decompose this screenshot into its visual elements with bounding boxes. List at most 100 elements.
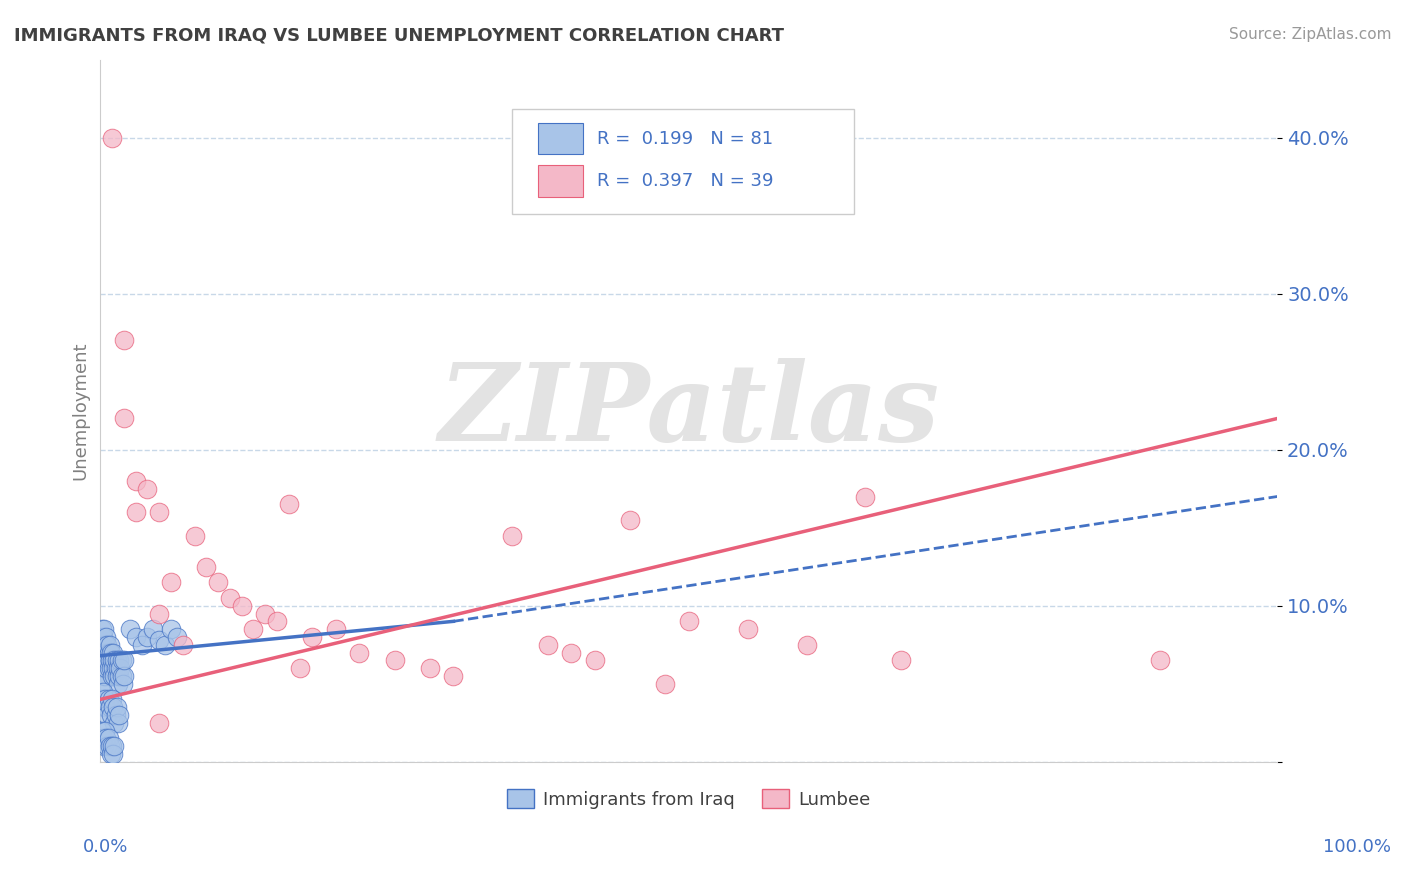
Point	[103, 700, 125, 714]
Point	[501, 528, 523, 542]
Point	[90, 646, 112, 660]
Point	[112, 334, 135, 348]
Text: R =  0.199   N = 81: R = 0.199 N = 81	[598, 130, 773, 148]
Text: R =  0.397   N = 39: R = 0.397 N = 39	[598, 172, 773, 190]
Point	[153, 638, 176, 652]
Point	[111, 677, 134, 691]
Point	[90, 677, 112, 691]
Point	[301, 630, 323, 644]
Point	[96, 661, 118, 675]
Text: IMMIGRANTS FROM IRAQ VS LUMBEE UNEMPLOYMENT CORRELATION CHART: IMMIGRANTS FROM IRAQ VS LUMBEE UNEMPLOYM…	[14, 27, 785, 45]
Point	[855, 490, 877, 504]
Point	[90, 638, 112, 652]
Point	[277, 497, 299, 511]
Point	[103, 715, 125, 730]
Point	[100, 747, 122, 761]
FancyBboxPatch shape	[512, 109, 853, 214]
Point	[101, 739, 124, 754]
Point	[218, 591, 240, 605]
Point	[101, 130, 124, 145]
Text: 0.0%: 0.0%	[83, 838, 128, 855]
Point	[96, 731, 118, 746]
Point	[107, 661, 129, 675]
Point	[97, 646, 120, 660]
Point	[148, 607, 170, 621]
Point	[96, 646, 118, 660]
Point	[242, 622, 264, 636]
Point	[443, 669, 465, 683]
Point	[94, 638, 117, 652]
Point	[94, 723, 117, 738]
Point	[100, 708, 122, 723]
Point	[91, 653, 114, 667]
Point	[101, 653, 124, 667]
Point	[136, 482, 159, 496]
Point	[131, 638, 153, 652]
Point	[103, 747, 125, 761]
Point	[349, 646, 371, 660]
Point	[90, 622, 112, 636]
Point	[93, 661, 115, 675]
Point	[93, 622, 115, 636]
Point	[100, 661, 122, 675]
Point	[108, 653, 131, 667]
Point	[108, 669, 131, 683]
Point	[325, 622, 347, 636]
Point	[103, 653, 125, 667]
Point	[105, 669, 128, 683]
Point	[91, 684, 114, 698]
Point	[90, 692, 112, 706]
Point	[172, 638, 194, 652]
Point	[737, 622, 759, 636]
Point	[103, 669, 125, 683]
Point	[104, 708, 127, 723]
Text: Source: ZipAtlas.com: Source: ZipAtlas.com	[1229, 27, 1392, 42]
Point	[166, 630, 188, 644]
Point	[183, 528, 205, 542]
Point	[890, 653, 912, 667]
Point	[112, 669, 135, 683]
Point	[419, 661, 441, 675]
Point	[94, 669, 117, 683]
Point	[231, 599, 253, 613]
Point	[118, 622, 141, 636]
Point	[96, 700, 118, 714]
Point	[110, 669, 132, 683]
Point	[94, 653, 117, 667]
Point	[142, 622, 165, 636]
Point	[110, 653, 132, 667]
Point	[796, 638, 818, 652]
Point	[103, 739, 125, 754]
Point	[678, 615, 700, 629]
Point	[207, 575, 229, 590]
Point	[124, 505, 146, 519]
Point	[110, 661, 132, 675]
Legend: Immigrants from Iraq, Lumbee: Immigrants from Iraq, Lumbee	[501, 782, 877, 816]
Point	[105, 700, 128, 714]
Point	[101, 669, 124, 683]
Point	[103, 661, 125, 675]
Point	[105, 653, 128, 667]
Point	[96, 708, 118, 723]
Point	[148, 633, 170, 648]
Point	[96, 630, 118, 644]
Point	[112, 411, 135, 425]
Point	[384, 653, 406, 667]
Point	[160, 575, 183, 590]
Point	[583, 653, 606, 667]
Point	[124, 630, 146, 644]
Point	[195, 559, 218, 574]
Point	[93, 739, 115, 754]
Point	[107, 677, 129, 691]
Y-axis label: Unemployment: Unemployment	[72, 342, 89, 480]
Point	[148, 505, 170, 519]
Text: ZIPatlas: ZIPatlas	[439, 358, 939, 464]
Point	[1149, 653, 1171, 667]
Point	[93, 646, 115, 660]
Point	[536, 638, 558, 652]
Point	[103, 646, 125, 660]
Point	[104, 661, 127, 675]
Point	[266, 615, 288, 629]
Point	[98, 638, 121, 652]
Point	[98, 739, 121, 754]
